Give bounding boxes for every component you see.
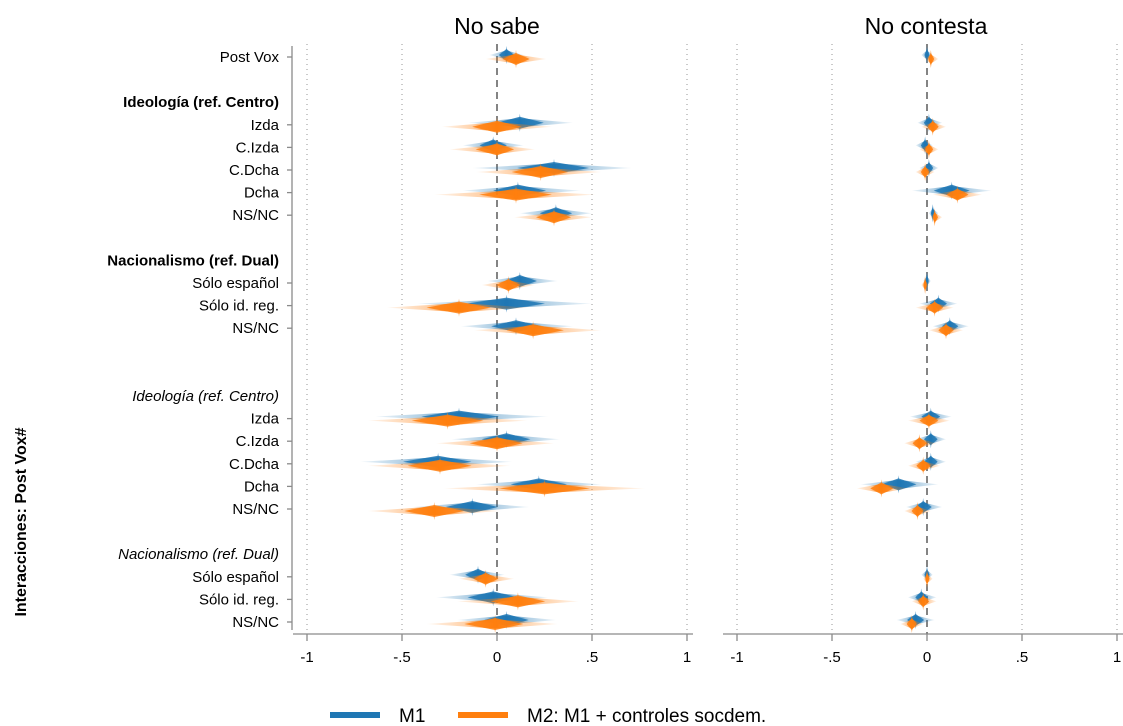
estimate-m2-p0-s12 [506, 324, 564, 337]
point-m1-p0-s11 [504, 294, 509, 313]
point-m2-p0-s12 [531, 321, 535, 340]
point-m2-p1-s12 [944, 321, 948, 340]
row-label-18: Sólo español [192, 569, 279, 586]
point-m2-p0-s25 [493, 615, 497, 633]
legend-label-m2: M2: M1 + controles socdem. [527, 706, 766, 726]
row-label-3: C.Izda [236, 139, 280, 156]
point-m2-p0-s5 [539, 163, 543, 181]
legend-label-m1: M1 [399, 706, 425, 726]
point-m2-p1-s23 [925, 569, 929, 588]
point-m2-p0-s7 [552, 208, 556, 227]
point-m2-p1-s5 [923, 163, 927, 181]
point-m2-p1-s25 [910, 615, 914, 633]
x-tick-label-p1-2: 0 [923, 649, 931, 666]
point-m2-p0-s6 [514, 185, 518, 204]
x-tick-label-p1-4: 1 [1113, 649, 1121, 666]
row-label-9: Sólo id. reg. [199, 298, 279, 315]
row-label-7: Nacionalismo (ref. Dual) [107, 252, 279, 269]
row-label-19: Sólo id. reg. [199, 591, 279, 608]
estimate-m2-p0-s4 [475, 143, 515, 156]
row-label-16: NS/NC [232, 501, 279, 518]
point-m2-p0-s3 [495, 117, 499, 136]
point-m2-p1-s18 [921, 456, 925, 475]
point-m2-p1-s16 [927, 411, 931, 430]
row-labels: Post Vox Ideología (ref. Centro) Izda C.Izd… [107, 49, 292, 631]
point-m2-p1-s3 [931, 117, 935, 136]
point-m2-p1-s4 [927, 140, 931, 159]
row-label-2: Izda [251, 117, 280, 134]
x-tick-label-p0-2: 0 [493, 649, 501, 666]
point-m2-p1-s7 [933, 208, 937, 227]
x-tick-label-p1-0: -1 [730, 649, 743, 666]
row-label-6: NS/NC [232, 207, 279, 224]
point-m2-p0-s4 [495, 140, 499, 159]
point-m2-p0-s23 [484, 569, 488, 588]
panel-no-contesta: No contesta -1 -.5 0 .5 1 [723, 13, 1123, 666]
point-m2-p0-s16 [446, 411, 450, 430]
point-m2-p0-s18 [438, 456, 442, 475]
point-m2-p1-s6 [955, 185, 959, 204]
point-m2-p0-s10 [506, 276, 510, 294]
point-m2-p1-s20 [915, 502, 920, 520]
point-m2-p1-s17 [917, 434, 921, 453]
row-label-8: Sólo español [192, 275, 279, 292]
x-tick-label-p0-3: .5 [586, 649, 599, 666]
row-label-4: C.Dcha [229, 162, 280, 179]
point-m2-p0-s24 [516, 592, 520, 611]
row-label-20: NS/NC [232, 614, 279, 631]
panel-title-no-contesta: No contesta [865, 13, 988, 39]
row-label-5: Dcha [244, 185, 280, 202]
point-m2-p1-s19 [879, 479, 883, 498]
x-tick-label-p0-0: -1 [300, 649, 313, 666]
point-m2-p1-s10 [923, 276, 927, 294]
point-m1-p0-s20 [470, 498, 474, 516]
x-tick-label-p0-1: -.5 [393, 649, 411, 666]
x-tick-label-p1-1: -.5 [823, 649, 841, 666]
panel-no-sabe: No sabe -1 -.5 0 .5 1 [293, 13, 693, 666]
x-tick-label-p0-4: 1 [683, 649, 691, 666]
row-label-1: Ideología (ref. Centro) [123, 94, 279, 111]
point-m1-p1-s19 [896, 475, 901, 494]
panel-title-no-sabe: No sabe [454, 13, 540, 39]
point-m1-p1-s17 [929, 430, 933, 449]
point-m2-p1-s24 [921, 592, 925, 611]
x-tick-label-p1-3: .5 [1016, 649, 1029, 666]
legend: M1 M2: M1 + controles socdem. [330, 706, 766, 726]
row-label-15: Dcha [244, 478, 280, 495]
point-m2-p0-s20 [432, 502, 436, 520]
point-m2-p0-s0 [514, 50, 518, 68]
point-m2-p0-s11 [457, 298, 461, 317]
point-m2-p1-s0 [929, 50, 933, 68]
point-m2-p0-s17 [495, 434, 499, 453]
y-axis-title: Interacciones: Post Vox# [13, 427, 30, 616]
row-label-14: C.Dcha [229, 456, 280, 473]
row-label-0: Post Vox [220, 49, 280, 66]
row-label-12: Izda [251, 411, 280, 428]
point-m2-p1-s11 [933, 298, 937, 317]
point-m2-p0-s19 [542, 479, 547, 498]
row-label-10: NS/NC [232, 320, 279, 337]
row-label-11: Ideología (ref. Centro) [132, 388, 279, 405]
row-label-17: Nacionalismo (ref. Dual) [118, 546, 279, 563]
row-label-13: C.Izda [236, 433, 280, 450]
